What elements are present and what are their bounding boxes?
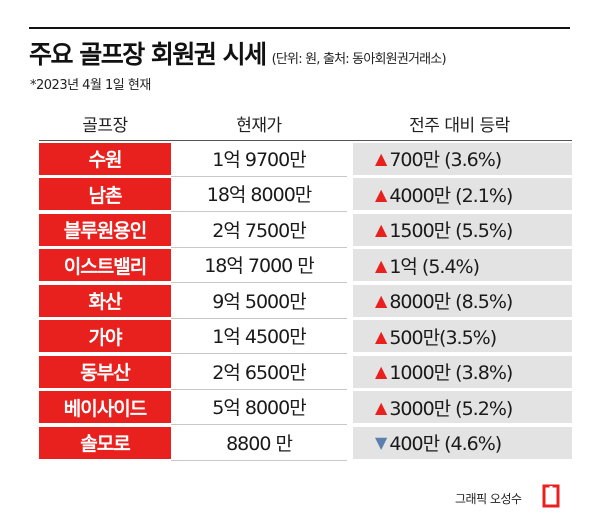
golf-course-name: 가야: [39, 320, 171, 352]
change-value: 4000만 (2.1%): [389, 184, 513, 207]
table-row: 베이사이드 5억 8000만 ▲ 3000만 (5.2%): [39, 390, 572, 425]
table-row: 가야 1억 4500만 ▲ 500만(3.5%): [39, 319, 572, 354]
change-value: 3000만 (5.2%): [389, 397, 513, 420]
table-row: 동부산 2억 6500만 ▲ 1000만 (3.8%): [39, 354, 572, 390]
golf-course-name: 베이사이드: [39, 391, 171, 423]
weekly-change: ▲ 500만(3.5%): [353, 320, 572, 352]
change-value: 1000만 (3.8%): [389, 362, 513, 384]
golf-course-name: 남촌: [39, 178, 171, 210]
date-note: *2023년 4월 1일 현재: [30, 78, 151, 93]
weekly-change: ▲ 8000만 (8.5%): [353, 284, 572, 317]
triangle-up-icon: ▲: [375, 397, 387, 417]
current-price: 1억 4500만: [171, 319, 347, 354]
change-value: 400만 (4.6%): [389, 433, 502, 455]
current-price: 5억 8000만: [171, 390, 347, 425]
current-price: 18억 7000 만: [171, 248, 347, 283]
change-value: 700만 (3.6%): [389, 149, 502, 171]
graphic-credit: 그래픽 오성수: [455, 492, 522, 506]
table-row: 블루원용인 2억 7500만 ▲ 1500만 (5.5%): [39, 212, 572, 248]
golf-course-name: 이스트밸리: [39, 249, 171, 281]
chart-title: 주요 골프장 회원권 시세: [29, 40, 267, 69]
triangle-up-icon: ▲: [375, 291, 387, 310]
current-price: 9억 5000만: [171, 283, 347, 319]
header-golf-course: 골프장: [82, 116, 128, 136]
triangle-up-icon: ▲: [375, 255, 387, 275]
unit-note: (단위: 원, 출처: 동아회원권거래소): [271, 52, 447, 67]
table-body: 수원 1억 9700만 ▲ 700만 (3.6%) 남촌 18억 8000만 ▲ 4000만 …: [39, 141, 572, 461]
header-current-price: 현재가: [236, 116, 282, 136]
change-value: 8000만 (8.5%): [389, 291, 513, 313]
table-row: 수원 1억 9700만 ▲ 700만 (3.6%): [39, 141, 572, 177]
table-row: 남촌 18억 8000만 ▲ 4000만 (2.1%): [39, 177, 572, 212]
weekly-change: ▲ 3000만 (5.2%): [353, 391, 572, 423]
triangle-down-icon: ▼: [375, 433, 387, 452]
weekly-change: ▲ 700만 (3.6%): [353, 142, 572, 175]
title-block: 주요 골프장 회원권 시세 (단위: 원, 출처: 동아회원권거래소): [29, 35, 589, 69]
weekly-change: ▲ 1억 (5.4%): [353, 249, 572, 281]
golf-course-name: 동부산: [39, 355, 171, 388]
golf-course-name: 블루원용인: [39, 213, 171, 246]
publisher-logo-icon: [542, 484, 560, 508]
triangle-up-icon: ▲: [375, 149, 387, 168]
current-price: 18억 8000만: [171, 177, 347, 212]
current-price: 8800 만: [171, 425, 347, 461]
table-row: 솔모로 8800 만 ▼ 400만 (4.6%): [39, 425, 572, 461]
current-price: 2억 6500만: [171, 354, 347, 390]
triangle-up-icon: ▲: [375, 220, 387, 239]
weekly-change: ▲ 1500만 (5.5%): [353, 213, 572, 246]
change-value: 1500만 (5.5%): [389, 220, 513, 242]
weekly-change: ▼ 400만 (4.6%): [353, 426, 572, 459]
current-price: 1억 9700만: [171, 141, 347, 177]
golf-course-name: 솔모로: [39, 426, 171, 459]
golf-course-name: 화산: [39, 284, 171, 317]
table-row: 화산 9억 5000만 ▲ 8000만 (8.5%): [39, 283, 572, 319]
table-header: 골프장 현재가 전주 대비 등락: [39, 102, 572, 141]
weekly-change: ▲ 4000만 (2.1%): [353, 178, 572, 210]
triangle-up-icon: ▲: [375, 326, 387, 346]
triangle-up-icon: ▲: [375, 362, 387, 381]
change-value: 500만(3.5%): [389, 326, 497, 349]
table-row: 이스트밸리 18억 7000 만 ▲ 1억 (5.4%): [39, 248, 572, 283]
top-rule: [29, 27, 570, 29]
golf-course-name: 수원: [39, 142, 171, 175]
price-table: 골프장 현재가 전주 대비 등락 수원 1억 9700만 ▲ 700만 (3.6%) 남…: [39, 102, 572, 461]
header-weekly-change: 전주 대비 등락: [409, 116, 510, 136]
current-price: 2억 7500만: [171, 212, 347, 248]
change-value: 1억 (5.4%): [389, 255, 480, 278]
weekly-change: ▲ 1000만 (3.8%): [353, 355, 572, 388]
triangle-up-icon: ▲: [375, 184, 387, 204]
